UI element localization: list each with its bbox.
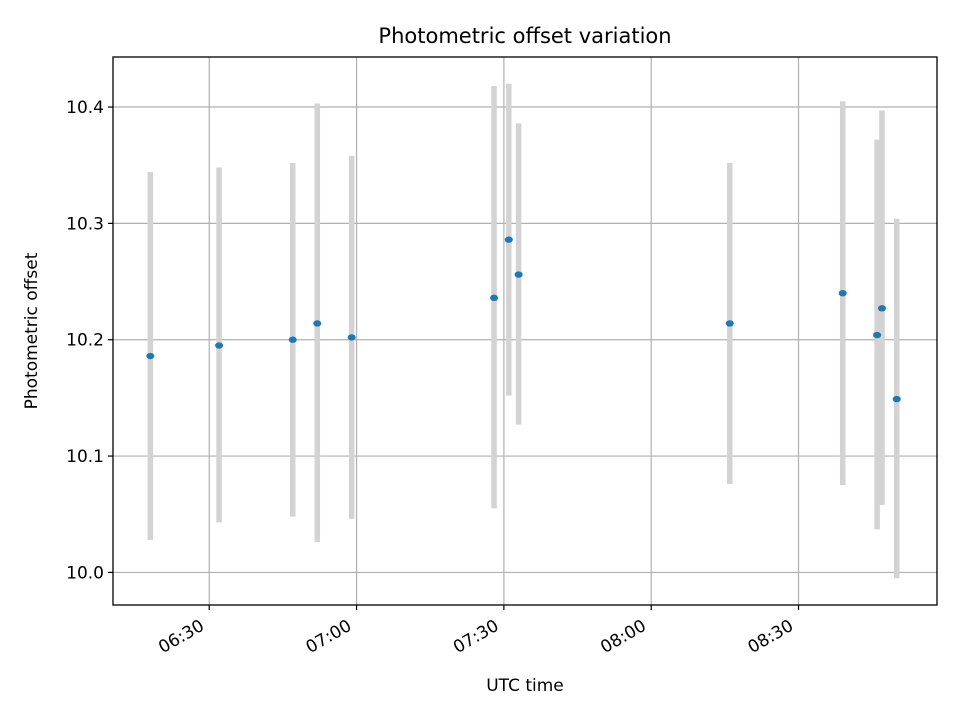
x-tick-label: 07:30 [450,616,502,658]
data-point [146,352,155,360]
data-point [288,336,297,343]
y-tick-label: 10.4 [66,98,104,118]
data-point [725,320,734,327]
data-point [892,395,901,403]
data-point [878,305,887,312]
chart-title: Photometric offset variation [378,24,671,48]
data-point [514,271,523,278]
data-point [838,289,847,297]
data-point [504,236,513,243]
x-axis: 06:30 07:00 07:30 08:00 08:30 [155,605,800,658]
x-axis-label: UTC time [486,676,564,696]
data-points [146,236,901,403]
grid [113,57,937,605]
y-tick-label: 10.3 [66,214,104,234]
y-tick-label: 10.1 [66,447,104,467]
data-point [490,294,499,302]
data-point [215,342,224,349]
y-axis-label: Photometric offset [22,252,42,409]
data-point [313,320,322,327]
y-axis: 10.0 10.1 10.2 10.3 10.4 [66,98,113,583]
x-tick-label: 08:00 [597,616,649,658]
y-tick-label: 10.2 [66,331,104,351]
plot-frame [112,56,938,606]
data-point [873,331,882,339]
x-tick-label: 08:30 [745,616,797,658]
data-point [347,334,356,341]
error-bars [147,83,900,579]
y-tick-label: 10.0 [66,563,104,583]
x-tick-label: 07:00 [303,616,355,658]
x-tick-label: 06:30 [155,616,207,658]
